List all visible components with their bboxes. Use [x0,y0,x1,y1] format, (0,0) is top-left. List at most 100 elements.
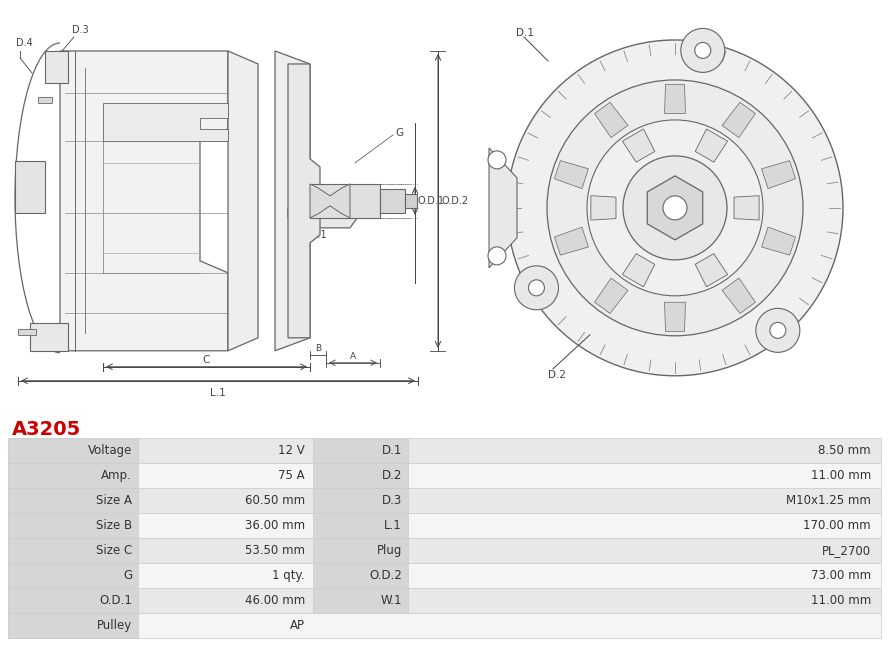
Bar [313,538,408,563]
Polygon shape [622,254,655,287]
Text: PL_2700: PL_2700 [821,544,871,557]
Polygon shape [228,51,258,351]
Text: 11.00 mm: 11.00 mm [811,469,871,482]
Circle shape [681,29,725,72]
Polygon shape [103,103,228,141]
Bar [313,488,408,513]
Bar [313,438,408,463]
Circle shape [547,80,803,336]
Bar [313,588,408,613]
Polygon shape [555,227,589,255]
Polygon shape [647,176,702,240]
Text: 53.50 mm: 53.50 mm [245,544,305,557]
Text: L.1: L.1 [210,388,226,398]
Polygon shape [489,148,517,268]
Polygon shape [30,323,68,351]
Bar [8,613,881,638]
Bar [8,463,138,488]
Circle shape [770,322,786,339]
Text: O.D.2: O.D.2 [442,196,469,206]
Polygon shape [665,84,685,114]
Circle shape [507,40,843,376]
Text: 1 qty.: 1 qty. [272,569,305,582]
Text: A3205: A3205 [12,420,81,439]
Bar [38,97,52,103]
Text: 11.00 mm: 11.00 mm [811,594,871,607]
Bar [405,194,417,208]
Bar [8,588,138,613]
Polygon shape [15,161,45,213]
Bar [18,329,36,335]
Bar [8,438,881,463]
Text: 170.00 mm: 170.00 mm [804,519,871,532]
Polygon shape [288,198,358,228]
Polygon shape [722,102,756,138]
Circle shape [587,120,763,296]
Polygon shape [591,196,616,220]
Bar [380,189,405,213]
Polygon shape [762,227,796,255]
Text: Plug: Plug [377,544,402,557]
Bar [8,488,138,513]
Text: C: C [203,355,210,365]
Text: O.D.2: O.D.2 [369,569,402,582]
Polygon shape [288,64,320,338]
Circle shape [515,266,558,310]
Text: D.2: D.2 [548,370,566,380]
Text: 36.00 mm: 36.00 mm [244,519,305,532]
Text: L.1: L.1 [384,519,402,532]
Text: 60.50 mm: 60.50 mm [244,494,305,507]
Circle shape [488,247,506,265]
Text: Amp.: Amp. [101,469,132,482]
Bar [8,563,881,588]
Bar [8,513,881,538]
Text: 73.00 mm: 73.00 mm [811,569,871,582]
Polygon shape [595,278,628,313]
Text: Voltage: Voltage [88,444,132,457]
Text: D.1: D.1 [516,28,534,38]
Bar [8,538,881,563]
Polygon shape [722,278,756,313]
Bar [313,513,408,538]
Text: 8.50 mm: 8.50 mm [819,444,871,457]
Text: 46.00 mm: 46.00 mm [244,594,305,607]
Text: G: G [395,128,403,138]
Text: B: B [315,344,321,353]
Text: D.1: D.1 [381,444,402,457]
Polygon shape [695,129,727,162]
Bar [313,463,408,488]
Text: AP: AP [290,619,305,632]
Polygon shape [665,302,685,332]
Polygon shape [60,51,228,351]
Text: M10x1.25 mm: M10x1.25 mm [786,494,871,507]
Text: Size C: Size C [96,544,132,557]
Text: D.2: D.2 [381,469,402,482]
Bar [8,463,881,488]
Text: W.1: W.1 [380,594,402,607]
Circle shape [488,151,506,169]
Text: O.D.1: O.D.1 [418,196,445,206]
Bar [8,438,138,463]
Bar [8,563,138,588]
Bar [8,538,138,563]
Bar [310,184,380,218]
Bar [8,488,881,513]
Circle shape [528,280,544,296]
Circle shape [663,196,687,220]
Text: D.4: D.4 [16,38,33,48]
Polygon shape [45,51,68,83]
Circle shape [756,308,800,352]
Text: D.3: D.3 [72,25,89,35]
Bar [8,613,138,638]
Text: Pulley: Pulley [97,619,132,632]
Bar [313,563,408,588]
Text: Size B: Size B [96,519,132,532]
Polygon shape [555,161,589,188]
Bar [8,513,138,538]
Text: Size A: Size A [96,494,132,507]
Text: 12 V: 12 V [278,444,305,457]
Polygon shape [762,161,796,188]
Bar [8,588,881,613]
Text: A: A [350,352,356,361]
Text: W.1: W.1 [309,230,327,240]
